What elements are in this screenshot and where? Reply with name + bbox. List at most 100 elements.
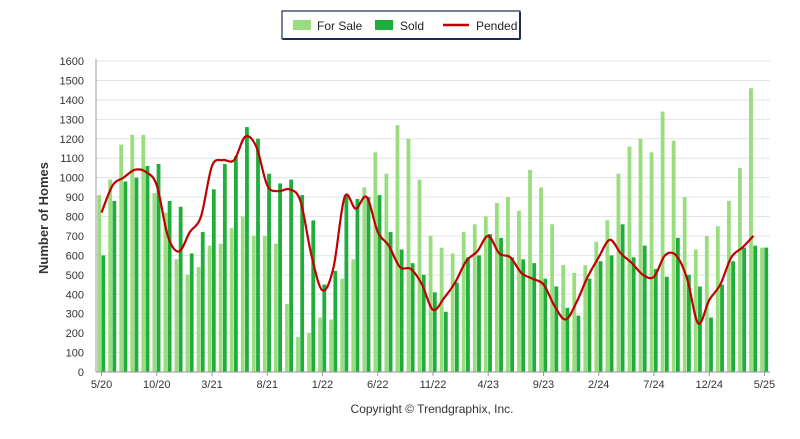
for-sale-bar (671, 140, 676, 372)
y-tick-label: 1500 (60, 75, 84, 87)
sold-bar (720, 284, 724, 372)
sold-bar (499, 237, 503, 372)
x-tick-label: 5/25 (754, 379, 775, 391)
y-tick-label: 400 (66, 289, 84, 301)
sold-bar (134, 177, 139, 372)
for-sale-bar (616, 173, 621, 372)
sold-bar (123, 181, 128, 372)
sold-bar (112, 200, 117, 372)
sold-bar (156, 164, 161, 372)
y-tick-label: 0 (78, 367, 84, 379)
for-sale-bar (130, 134, 135, 372)
y-tick-label: 1600 (60, 56, 84, 68)
y-tick-label: 1300 (60, 114, 84, 126)
for-sale-bar (196, 267, 201, 372)
sold-bar (399, 249, 404, 372)
for-sale-bar (738, 167, 742, 372)
y-tick-label: 900 (66, 192, 84, 204)
for-sale-bar (572, 272, 577, 372)
for-sale-bar (693, 249, 698, 372)
y-tick-label: 100 (66, 348, 84, 360)
y-tick-label: 1000 (60, 173, 84, 185)
x-tick-label: 5/20 (91, 379, 112, 391)
sold-bar (289, 179, 294, 372)
sold-bar (587, 278, 592, 372)
sold-bar (245, 127, 249, 373)
for-sale-bar (384, 173, 389, 372)
sold-bar (366, 197, 371, 372)
legend-swatch-for-sale (293, 20, 311, 30)
x-tick-label: 1/22 (312, 379, 333, 391)
sold-bar (477, 255, 481, 372)
for-sale-bar (185, 274, 190, 372)
for-sale-bar (760, 247, 764, 372)
for-sale-bar (285, 303, 289, 372)
sold-bar (454, 282, 459, 372)
sold-bar (211, 189, 216, 372)
sold-bar (488, 233, 492, 372)
y-tick-label: 300 (66, 309, 84, 321)
x-tick-label: 3/21 (201, 379, 222, 391)
for-sale-bar (406, 138, 411, 372)
for-sale-bar (528, 169, 532, 372)
axes: 0 100 200 300 400 500 600 700 800 900 1000 1100 1200… (60, 56, 776, 391)
for-sale-bar (108, 179, 113, 372)
for-sale-bar (682, 197, 687, 372)
for-sale-bar (605, 220, 610, 372)
y-tick-label: 1400 (60, 95, 84, 107)
x-tick-label: 9/23 (533, 379, 554, 391)
y-tick-label: 800 (66, 212, 84, 224)
for-sale-bar (749, 88, 753, 373)
for-sale-bar (273, 243, 278, 372)
for-sale-bar (638, 138, 643, 372)
x-tick-label: 7/24 (643, 379, 664, 391)
for-sale-bar (417, 179, 422, 372)
for-sale-bar (373, 152, 378, 372)
sold-bar (333, 270, 338, 372)
for-sale-bar (97, 195, 101, 372)
for-sale-bar (660, 111, 665, 372)
sold-bar (709, 317, 713, 372)
for-sale-bar (627, 146, 632, 372)
sold-bar (101, 255, 106, 372)
sold-bar (675, 237, 680, 372)
sold-bar (167, 200, 172, 372)
sold-bar (598, 261, 603, 372)
for-sale-bar (483, 216, 488, 372)
y-tick-label: 500 (66, 270, 84, 282)
for-sale-bar (439, 247, 444, 372)
for-sale-bar (494, 202, 499, 372)
for-sale-bar (715, 226, 720, 372)
for-sale-bar (550, 224, 555, 372)
pended-line (100, 135, 755, 325)
x-tick-label: 2/24 (588, 379, 609, 391)
sold-bar (432, 292, 437, 372)
sold-bar (532, 263, 537, 372)
for-sale-bar (296, 337, 300, 372)
legend-swatch-sold (375, 20, 393, 30)
sold-bar (200, 232, 205, 372)
sold-bar (731, 261, 736, 372)
sold-bar (521, 259, 526, 372)
sold-bar (664, 276, 669, 372)
legend-label-for-sale: For Sale (317, 19, 363, 33)
x-tick-label: 6/22 (367, 379, 388, 391)
sold-bar (311, 220, 316, 372)
sold-bar (565, 307, 570, 372)
for-sale-bar (329, 319, 334, 372)
for-sale-bar (506, 197, 510, 372)
for-sale-bar (649, 152, 654, 372)
for-sale-bar (472, 224, 477, 372)
sold-bar (543, 278, 548, 372)
sold-bar (222, 164, 227, 372)
y-tick-label: 1200 (60, 134, 84, 146)
copyright-text: Copyright © Trendgraphix, Inc. (351, 402, 514, 416)
for-sale-bar (262, 235, 267, 372)
sold-bar (753, 245, 758, 372)
pended-series-line (100, 135, 755, 325)
sold-bar (554, 286, 559, 372)
for-sale-bar (351, 259, 356, 372)
legend: For Sale Sold Pended (281, 10, 521, 40)
sold-bar (145, 165, 150, 372)
